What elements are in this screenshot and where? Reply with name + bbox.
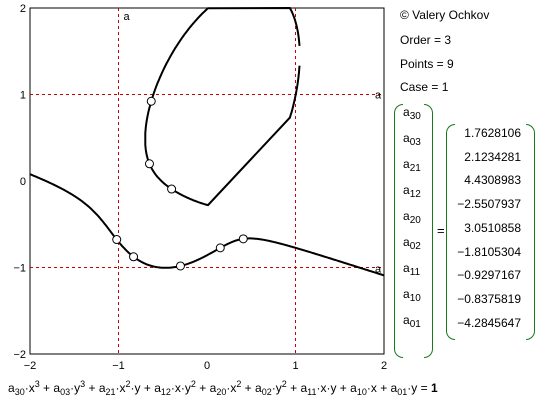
x-tick-label: −1: [112, 360, 125, 372]
coefficient-value: −0.8375819: [457, 291, 521, 306]
marker-labels: a a a: [124, 11, 383, 276]
coefficient-value: 2.1234281: [464, 149, 521, 164]
coefficient-value: −4.2845647: [457, 315, 521, 330]
marker-label: a: [375, 264, 382, 276]
y-tick-label: −2: [13, 349, 26, 361]
x-tick-label: 0: [204, 360, 210, 372]
names-left-bracket: [394, 104, 403, 358]
y-tick-label: 1: [20, 90, 26, 102]
data-point: [175, 261, 185, 271]
coefficient-value: −0.9297167: [457, 268, 521, 283]
curve-wave-branch: [29, 173, 385, 277]
coefficient-name: a21: [403, 157, 421, 174]
data-point: [215, 243, 225, 253]
tick-labels: −2 −1 0 1 2 2 1 0 −1 −2: [13, 3, 387, 372]
coefficient-value: −2.5507937: [457, 197, 521, 212]
data-point: [146, 96, 156, 106]
values-right-bracket: [526, 124, 535, 340]
coefficient-value: −1.8105304: [457, 244, 521, 259]
coefficient-name: a03: [403, 131, 421, 148]
data-point: [129, 252, 139, 262]
implicit-curve-plot[interactable]: −2 −1 0 1 2 2 1 0 −1 −2 a a a: [0, 0, 390, 372]
marker-label: a: [375, 90, 382, 102]
coefficient-name: a20: [403, 209, 421, 226]
y-tick-label: 0: [20, 176, 26, 188]
equation-formula: a30·x3 + a03·y3 + a21·x2·y + a12·x·y2 + …: [8, 379, 438, 397]
coefficient-name: a10: [403, 287, 421, 304]
equals-sign: =: [437, 223, 445, 238]
data-point: [167, 184, 177, 194]
data-point: [112, 235, 122, 245]
curve-oval-branch: [144, 6, 301, 207]
data-point: [238, 234, 248, 244]
copyright-text: © Valery Ochkov: [400, 8, 490, 22]
case-value: Case = 1: [400, 80, 449, 94]
coefficient-name: a02: [403, 235, 421, 252]
y-tick-label: 2: [20, 3, 26, 15]
coefficient-value: 1.7628106: [464, 126, 521, 140]
coefficient-name: a11: [403, 261, 421, 278]
data-point: [144, 159, 154, 169]
x-tick-label: 2: [381, 360, 387, 372]
order-value: Order = 3: [400, 33, 452, 47]
coefficient-name: a01: [403, 313, 421, 330]
reference-lines: [30, 8, 384, 354]
x-tick-label: 1: [292, 360, 298, 372]
plot-frame: [29, 7, 385, 355]
coefficient-name: a30: [403, 105, 421, 122]
coefficient-value: 4.4308983: [464, 173, 521, 188]
names-right-bracket: [424, 104, 433, 358]
y-tick-label: −1: [13, 263, 26, 275]
coefficient-name: a12: [403, 183, 421, 200]
x-tick-label: −2: [24, 360, 37, 372]
marker-label: a: [124, 11, 131, 23]
points-value: Points = 9: [400, 57, 454, 71]
coefficient-value: 3.0510858: [464, 220, 521, 235]
data-points: [112, 96, 248, 271]
